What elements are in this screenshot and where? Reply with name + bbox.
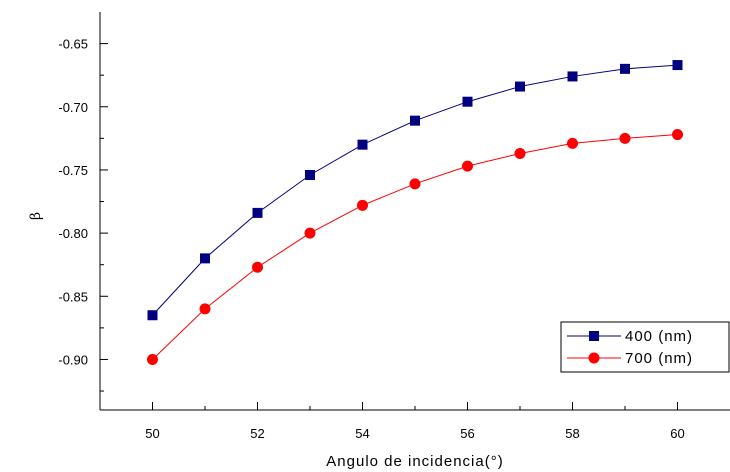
legend-marker — [589, 331, 599, 341]
data-point — [305, 169, 315, 180]
x-tick-label: 50 — [145, 426, 159, 441]
x-axis-title: Angulo de incidencia(°) — [326, 453, 503, 470]
data-point — [462, 160, 473, 172]
x-tick-label: 56 — [460, 426, 474, 441]
data-point — [409, 178, 421, 190]
y-tick-label: -0.85 — [58, 289, 88, 304]
data-point — [357, 199, 368, 211]
data-point — [252, 207, 263, 218]
data-point — [619, 132, 631, 144]
x-tick-label: 54 — [355, 426, 369, 441]
data-point — [514, 148, 526, 160]
data-point — [567, 137, 578, 149]
y-tick-label: -0.75 — [58, 163, 88, 178]
y-tick-label: -0.90 — [58, 352, 88, 367]
data-point — [147, 353, 158, 365]
data-point — [200, 253, 210, 264]
legend-label: 700 (nm) — [625, 350, 693, 367]
series-1 — [147, 129, 683, 365]
x-tick-label: 58 — [565, 426, 579, 441]
data-point — [410, 115, 420, 126]
data-point — [515, 81, 525, 92]
data-point — [672, 60, 683, 71]
legend-label: 400 (nm) — [625, 328, 693, 345]
y-axis-title: β — [28, 212, 44, 220]
x-tick-label: 52 — [250, 426, 264, 441]
legend-marker — [588, 352, 600, 364]
data-point — [304, 227, 316, 239]
data-point — [147, 310, 158, 321]
y-tick-label: -0.80 — [58, 226, 88, 241]
data-point — [357, 139, 368, 150]
series-layer — [147, 60, 683, 365]
data-point — [620, 63, 630, 74]
y-tick-label: -0.70 — [58, 100, 88, 115]
series-0 — [147, 60, 683, 321]
data-point — [567, 71, 578, 82]
data-point — [252, 261, 263, 273]
data-point — [462, 96, 473, 107]
series-line — [152, 64, 678, 316]
legend-box — [560, 321, 730, 373]
data-point — [199, 303, 211, 315]
data-point — [672, 129, 683, 141]
x-tick-label: 60 — [670, 426, 684, 441]
axes: -0.90 -0.85 -0.80 -0.75 -0.70 -0.65 50 52 54 56 58… — [58, 12, 730, 441]
y-tick-label: -0.65 — [58, 37, 88, 52]
legend: 400 (nm) 700 (nm) — [560, 321, 730, 373]
